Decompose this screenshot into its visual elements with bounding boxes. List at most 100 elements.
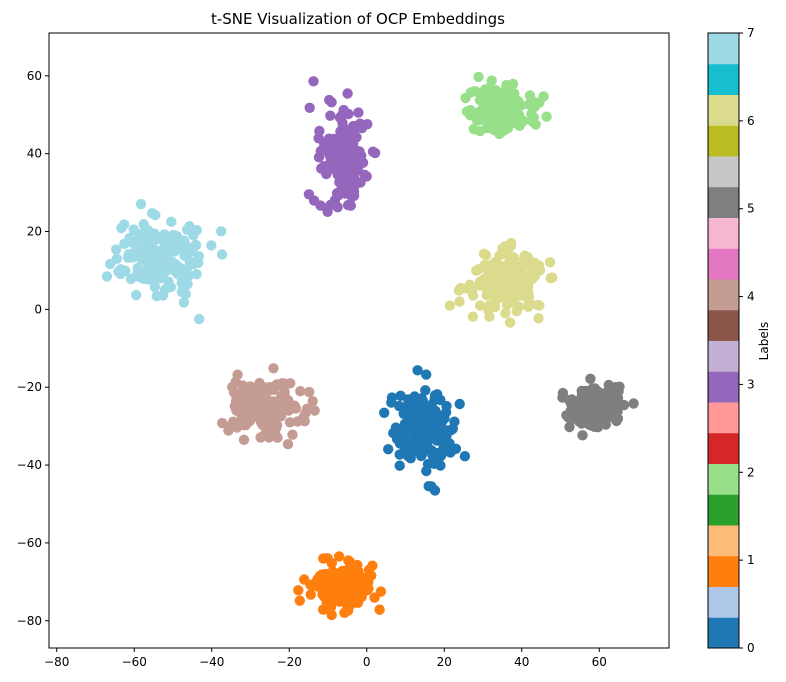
colorbar-segment bbox=[708, 525, 739, 557]
colorbar-label: Labels bbox=[757, 322, 771, 361]
scatter-point bbox=[465, 87, 477, 98]
scatter-point bbox=[115, 268, 126, 280]
scatter-point bbox=[483, 304, 494, 316]
scatter-point bbox=[420, 385, 431, 396]
y-axis: −80 −60 −40 −20 0 20 40 60 bbox=[17, 69, 49, 628]
scatter-point bbox=[438, 410, 449, 421]
scatter-point bbox=[522, 252, 533, 263]
scatter-point bbox=[421, 465, 432, 477]
scatter-point bbox=[142, 236, 154, 247]
scatter-point bbox=[316, 569, 327, 580]
scatter-point bbox=[485, 96, 496, 108]
scatter-point bbox=[393, 400, 405, 412]
scatter-point bbox=[159, 229, 170, 240]
colorbar-tick-label: 1 bbox=[747, 553, 755, 567]
y-tick-label: 20 bbox=[27, 225, 42, 239]
scatter-point bbox=[505, 103, 516, 115]
scatter-point bbox=[577, 430, 588, 441]
scatter-point bbox=[135, 198, 147, 210]
scatter-point bbox=[138, 219, 149, 230]
scatter-point bbox=[343, 582, 354, 593]
scatter-point bbox=[490, 122, 501, 133]
scatter-points bbox=[101, 71, 639, 621]
scatter-point bbox=[131, 289, 142, 301]
scatter-point bbox=[489, 294, 501, 305]
x-axis: −80 −60 −40 −20 0 20 40 60 bbox=[44, 648, 607, 669]
scatter-point bbox=[217, 417, 228, 429]
colorbar-tick-label: 7 bbox=[747, 26, 755, 40]
cluster-label-7 bbox=[101, 198, 228, 325]
cluster-label-1 bbox=[293, 551, 387, 621]
scatter-point bbox=[501, 79, 512, 91]
scatter-point bbox=[279, 387, 290, 398]
colorbar-segment bbox=[708, 33, 739, 65]
scatter-point bbox=[429, 393, 440, 404]
scatter-point bbox=[320, 581, 331, 592]
scatter-point bbox=[355, 587, 367, 599]
scatter-point bbox=[435, 460, 446, 471]
scatter-point bbox=[328, 133, 340, 145]
scatter-point bbox=[345, 200, 356, 211]
y-tick-label: −40 bbox=[17, 458, 42, 472]
scatter-point bbox=[534, 265, 546, 276]
scatter-point bbox=[216, 249, 228, 260]
colorbar-segment bbox=[708, 371, 739, 403]
scatter-point bbox=[465, 280, 476, 292]
scatter-point bbox=[500, 308, 511, 319]
cluster-label-3 bbox=[303, 76, 381, 217]
scatter-point bbox=[184, 256, 195, 267]
scatter-point bbox=[355, 177, 366, 188]
scatter-point bbox=[322, 206, 333, 217]
scatter-point bbox=[403, 445, 414, 456]
scatter-point bbox=[182, 278, 193, 290]
scatter-point bbox=[557, 392, 568, 403]
scatter-point bbox=[305, 579, 316, 590]
scatter-point bbox=[339, 607, 350, 618]
scatter-point bbox=[467, 290, 479, 301]
scatter-point bbox=[547, 272, 558, 283]
scatter-point bbox=[530, 119, 541, 130]
colorbar-segment bbox=[708, 217, 739, 249]
scatter-point bbox=[406, 406, 417, 418]
scatter-point bbox=[500, 262, 511, 273]
colorbar-segment bbox=[708, 279, 739, 311]
scatter-point bbox=[612, 406, 623, 417]
scatter-point bbox=[589, 391, 600, 403]
scatter-point bbox=[518, 115, 529, 127]
scatter-point bbox=[628, 398, 639, 409]
scatter-point bbox=[454, 398, 465, 410]
scatter-point bbox=[188, 241, 200, 253]
scatter-point bbox=[502, 123, 514, 134]
scatter-point bbox=[263, 385, 275, 396]
scatter-point bbox=[416, 393, 427, 404]
colorbar-tick-label: 0 bbox=[747, 641, 755, 655]
scatter-point bbox=[191, 225, 202, 236]
scatter-point bbox=[307, 396, 318, 407]
scatter-point bbox=[343, 108, 354, 120]
scatter-point bbox=[412, 365, 423, 376]
y-tick-label: 40 bbox=[27, 147, 42, 161]
x-tick-label: 60 bbox=[592, 655, 607, 669]
scatter-point bbox=[166, 216, 177, 227]
scatter-point bbox=[359, 169, 370, 180]
scatter-point bbox=[304, 386, 315, 398]
scatter-point bbox=[261, 399, 273, 410]
scatter-point bbox=[613, 382, 624, 394]
scatter-point bbox=[295, 386, 306, 397]
scatter-point bbox=[374, 604, 385, 615]
x-tick-label: 40 bbox=[514, 655, 529, 669]
scatter-point bbox=[421, 369, 432, 380]
colorbar-segment bbox=[708, 494, 739, 526]
scatter-point bbox=[478, 248, 490, 259]
scatter-point bbox=[273, 406, 284, 417]
scatter-point bbox=[369, 592, 380, 603]
scatter-point bbox=[432, 423, 443, 435]
scatter-point bbox=[141, 253, 152, 265]
scatter-point bbox=[394, 460, 405, 471]
scatter-point bbox=[147, 208, 158, 219]
scatter-point bbox=[337, 120, 348, 132]
colorbar-segment bbox=[708, 340, 739, 372]
scatter-point bbox=[228, 387, 240, 398]
colorbar-segment bbox=[708, 402, 739, 434]
